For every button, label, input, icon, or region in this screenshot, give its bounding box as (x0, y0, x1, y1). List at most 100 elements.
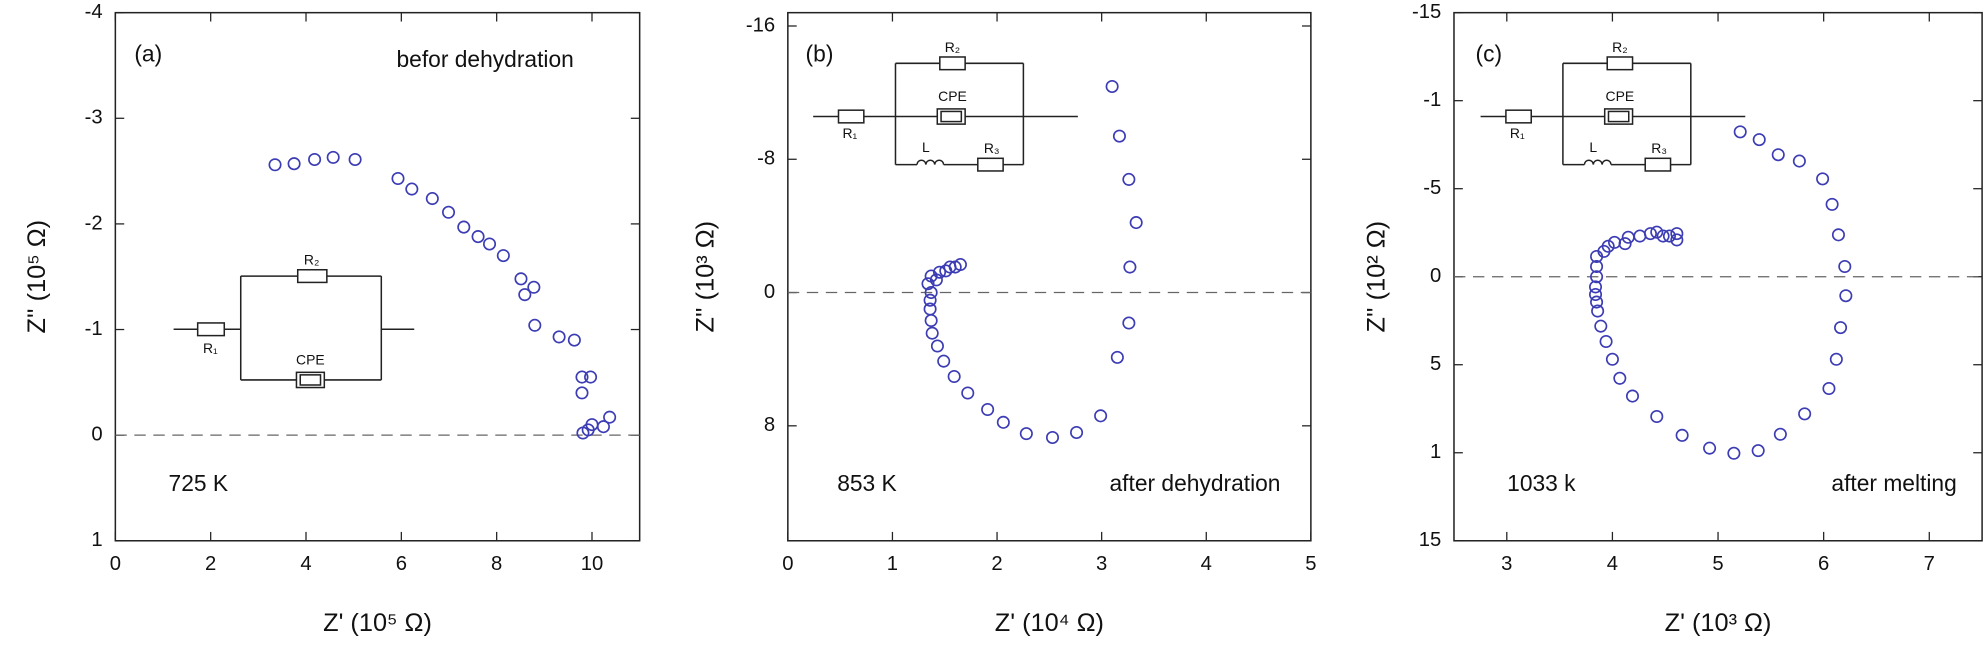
circuit-resistor (196, 322, 226, 337)
data-point (1773, 427, 1787, 441)
data-point (603, 410, 617, 424)
y-tick-label: 1 (1430, 441, 1441, 463)
data-point (1094, 409, 1108, 423)
data-point (1129, 216, 1143, 230)
data-point (326, 150, 340, 164)
data-point (1590, 295, 1604, 309)
data-point (1670, 233, 1684, 247)
data-point (528, 318, 542, 332)
x-tick-label: 7 (1924, 553, 1935, 575)
data-point (348, 152, 362, 167)
circuit-label: R₁ (843, 125, 858, 141)
circuit-label: CPE (296, 352, 325, 368)
data-point (1822, 381, 1836, 396)
circuit-resistor (1505, 109, 1532, 124)
circuit-label: R₂ (304, 252, 319, 268)
x-tick-label: 4 (1607, 553, 1618, 575)
y-axis-label: Z'' (10³ Ω) (691, 221, 719, 333)
data-point (1618, 237, 1632, 251)
data-point (996, 415, 1010, 429)
data-point (1112, 129, 1126, 143)
y-tick-label: -1 (85, 318, 103, 340)
data-point (1110, 350, 1124, 364)
circuit-inductor (916, 159, 945, 165)
data-point (1599, 334, 1613, 349)
circuit-label: R₂ (1612, 39, 1627, 55)
data-point (308, 152, 322, 167)
circuit-resistor (977, 157, 1004, 172)
data-point (1594, 319, 1608, 333)
circuit-label: L (922, 139, 930, 155)
data-point (391, 171, 405, 186)
data-point (1019, 427, 1033, 441)
data-point (1792, 154, 1806, 168)
x-tick-label: 0 (110, 553, 121, 575)
data-point (1122, 316, 1136, 330)
y-tick-label: 0 (91, 424, 102, 446)
data-point (1675, 428, 1689, 442)
annotation: (c) (1476, 41, 1503, 67)
circuit-resistor (939, 56, 966, 71)
y-tick-label: 1 (91, 529, 102, 551)
data-point (552, 330, 566, 344)
x-tick-label: 2 (205, 553, 216, 575)
y-tick-label: -15 (1412, 1, 1441, 23)
y-tick-label: -8 (757, 148, 775, 170)
data-point (1601, 239, 1615, 253)
data-point (1625, 389, 1640, 403)
annotation: after dehydration (1109, 470, 1280, 496)
data-point (1070, 425, 1084, 440)
x-axis-label: Z' (10⁵ Ω) (323, 609, 432, 637)
y-tick-label: -1 (1423, 89, 1441, 111)
data-point (929, 273, 943, 287)
plot-frame (114, 11, 641, 542)
circuit-cpe (940, 110, 963, 123)
circuit-cpe (299, 374, 322, 386)
data-point (925, 326, 939, 340)
circuit-resistor (1606, 56, 1634, 71)
data-point (1643, 227, 1657, 241)
data-point (405, 182, 419, 196)
data-point (1670, 227, 1684, 241)
data-point (924, 286, 938, 300)
y-tick-label: 5 (1430, 353, 1441, 375)
x-tick-label: 5 (1305, 553, 1316, 575)
data-point (1633, 229, 1647, 243)
y-tick-label: 0 (1430, 265, 1441, 287)
data-point (1123, 260, 1137, 274)
data-point (1662, 229, 1676, 243)
circuit-label: R₃ (984, 140, 1000, 156)
x-tick-label: 2 (991, 553, 1002, 575)
data-point (930, 339, 944, 353)
y-tick-label: 0 (764, 281, 775, 303)
plot-frame (787, 11, 1312, 542)
x-tick-label: 1 (887, 553, 898, 575)
data-point (1105, 79, 1119, 93)
data-point (1752, 133, 1766, 147)
data-point (961, 386, 975, 400)
data-point (924, 314, 938, 328)
data-point (442, 205, 456, 219)
data-point (1727, 446, 1741, 460)
data-point (1798, 407, 1812, 421)
data-point (1588, 287, 1603, 302)
data-point (1650, 225, 1664, 239)
data-point (575, 386, 589, 400)
circuit-label: L (1589, 139, 1597, 155)
data-point (471, 230, 485, 244)
data-point (1588, 280, 1603, 294)
x-tick-label: 3 (1501, 553, 1512, 575)
data-point (482, 237, 497, 251)
x-axis-label: Z' (10³ Ω) (1665, 609, 1772, 637)
data-point (1839, 289, 1853, 303)
x-tick-label: 4 (1201, 553, 1212, 575)
data-point (1829, 352, 1843, 366)
circuit-label: CPE (938, 88, 967, 104)
circuit-label: R₁ (1510, 125, 1525, 141)
data-point (1831, 228, 1845, 242)
circuit-resistor (1644, 157, 1672, 172)
circuit-label: R₁ (203, 340, 218, 356)
data-point (1590, 259, 1604, 274)
data-point (932, 265, 947, 279)
